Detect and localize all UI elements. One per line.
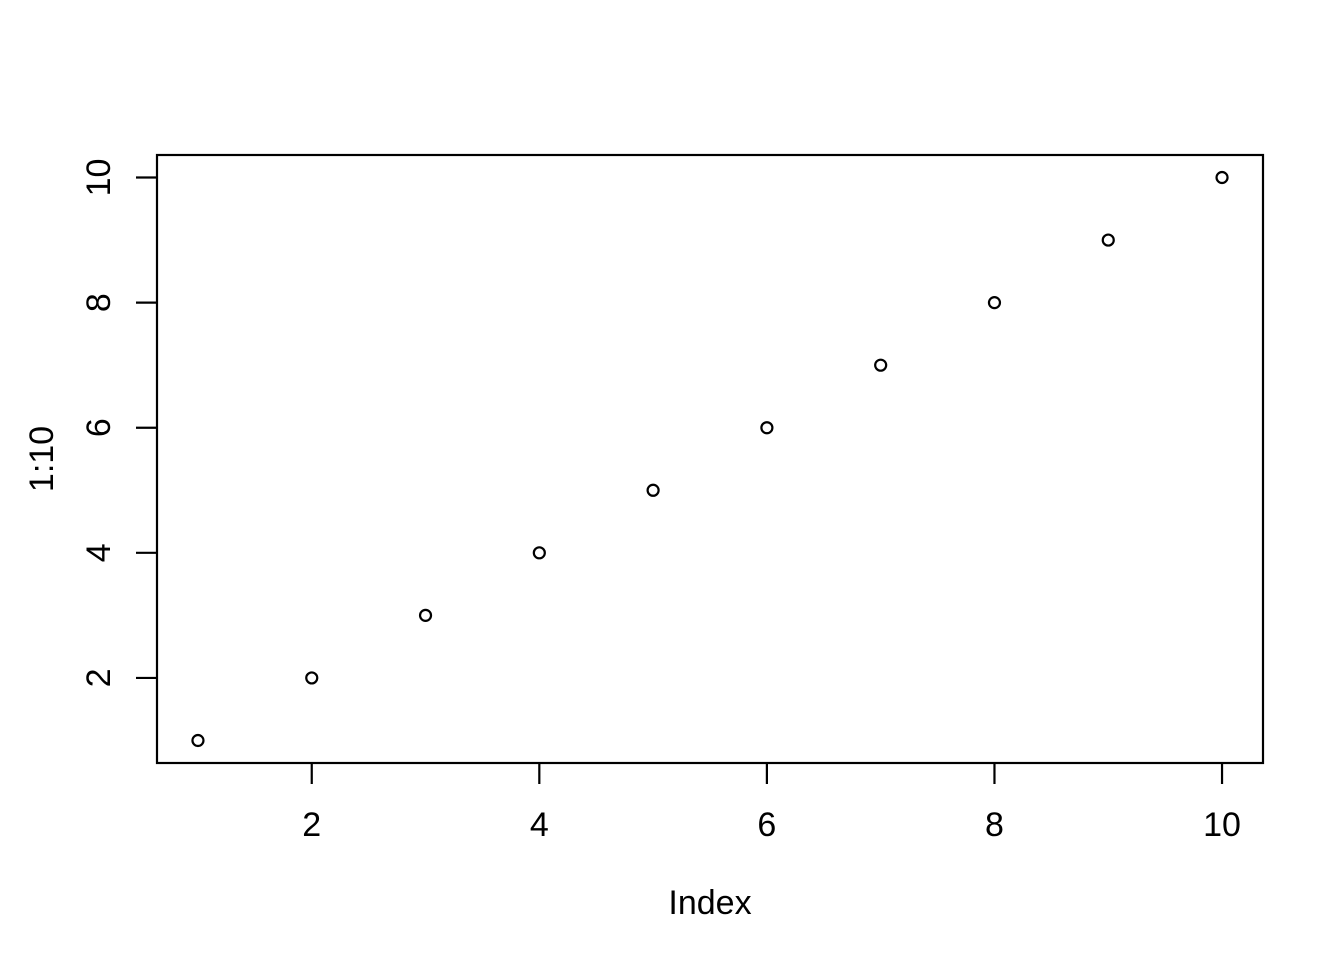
plot-box	[155, 153, 1265, 765]
data-point	[532, 546, 546, 560]
x-axis-title: Index	[668, 884, 751, 922]
data-point	[646, 483, 660, 497]
data-point	[874, 358, 888, 372]
x-axis: 2 4 6 8 10	[302, 763, 1241, 844]
data-points	[191, 170, 1229, 748]
y-tick-label: 4	[80, 543, 118, 562]
x-tick-label: 4	[530, 806, 549, 844]
x-tick-label: 2	[302, 806, 321, 844]
y-axis-title: 1:10	[23, 426, 61, 492]
y-axis: 2 4 6 8 10	[80, 159, 157, 687]
data-point	[1101, 233, 1115, 247]
data-point	[418, 608, 433, 622]
data-point	[305, 671, 319, 685]
data-point	[1215, 170, 1229, 185]
y-tick-label: 2	[80, 668, 118, 687]
data-point	[191, 733, 205, 748]
data-point	[987, 296, 1002, 310]
x-tick-label: 6	[757, 806, 776, 844]
x-tick-label: 10	[1203, 806, 1241, 844]
y-tick-label: 10	[80, 159, 118, 197]
data-point	[760, 421, 774, 435]
y-tick-label: 6	[80, 418, 118, 437]
x-tick-label: 8	[985, 806, 1004, 844]
y-tick-label: 8	[80, 293, 118, 312]
